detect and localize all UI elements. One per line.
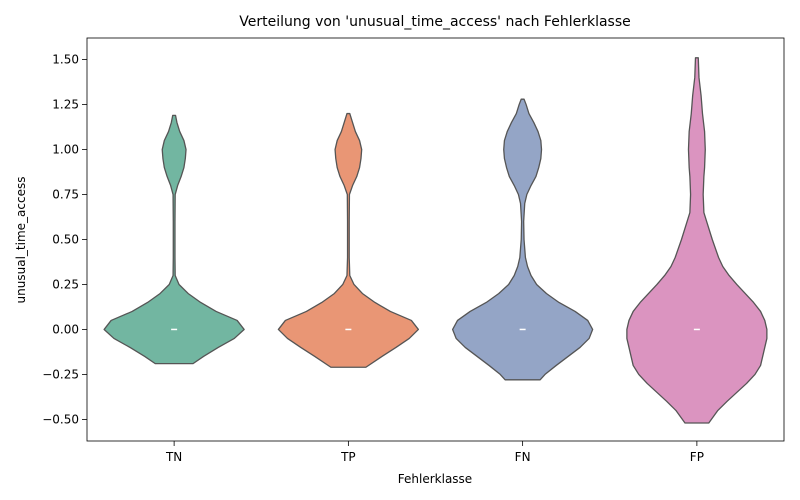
violin-fn xyxy=(451,98,594,381)
violins-group xyxy=(103,57,768,424)
x-axis-title: Fehlerklasse xyxy=(398,472,472,486)
y-tick-label: 0.25 xyxy=(52,277,79,291)
x-axis: TN TP FN FP xyxy=(165,441,704,464)
x-tick-label: FN xyxy=(515,450,531,464)
x-tick-label: TN xyxy=(165,450,182,464)
y-tick-label: 1.25 xyxy=(52,98,79,112)
y-tick-label: −0.25 xyxy=(42,367,79,381)
x-tick-label: TP xyxy=(340,450,356,464)
y-axis-title: unusual_time_access xyxy=(14,177,28,304)
plot-area xyxy=(86,37,785,442)
y-tick-label: 0.75 xyxy=(52,188,79,202)
y-tick-label: 1.50 xyxy=(52,53,79,67)
y-axis: −0.50 −0.25 0.00 0.25 0.50 0.75 1.00 1.25 1.50 xyxy=(42,53,87,426)
y-tick-label: 0.50 xyxy=(52,233,79,247)
violin-tp xyxy=(277,112,420,368)
violin-fp xyxy=(626,57,768,424)
x-tick-label: FP xyxy=(690,450,704,464)
chart-title: Verteilung von 'unusual_time_access' nac… xyxy=(239,14,631,30)
y-tick-label: 0.00 xyxy=(52,322,79,336)
y-tick-label: 1.00 xyxy=(52,143,79,157)
violin-tn xyxy=(103,114,245,365)
y-tick-label: −0.50 xyxy=(42,412,79,426)
